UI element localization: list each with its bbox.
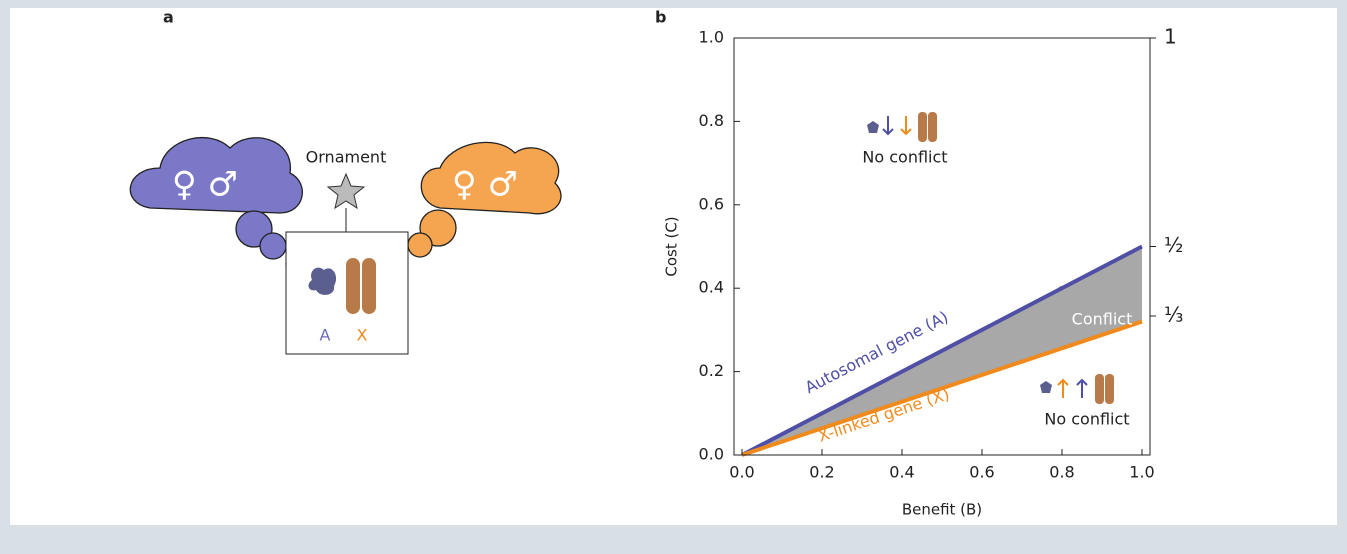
ornament-label: Ornament bbox=[306, 148, 387, 167]
annotation: No conflict bbox=[862, 148, 947, 167]
gene-label: X bbox=[357, 326, 368, 345]
right-cloud bbox=[387, 141, 562, 275]
panel-label: a bbox=[163, 8, 174, 27]
star bbox=[326, 172, 366, 210]
x-tick-label: 0.8 bbox=[1049, 463, 1074, 482]
x-tick-label: 0.4 bbox=[889, 463, 914, 482]
y-tick-label: 0.0 bbox=[699, 445, 724, 464]
cloud-symbols: ♀ ♂ bbox=[172, 165, 238, 205]
y2-tick-label: ⅓ bbox=[1164, 303, 1183, 327]
y-tick-label: 0.2 bbox=[699, 361, 724, 380]
series-line bbox=[741, 244, 1143, 457]
y-tick-label: 0.4 bbox=[699, 278, 724, 297]
y-tick-label: 0.6 bbox=[699, 194, 724, 213]
x-tick-label: 0.0 bbox=[729, 463, 754, 482]
autosome bbox=[308, 267, 337, 295]
series-line bbox=[741, 319, 1143, 457]
cloud-symbols: ♀ ♂ bbox=[452, 165, 518, 205]
y2-tick-label: 1 bbox=[1164, 25, 1177, 49]
x-tick-label: 0.6 bbox=[969, 463, 994, 482]
x-chromosome bbox=[346, 258, 376, 314]
figure: a ♀ ♂ ♀ ♂ Ornament A X b 0.0 0.2 0.4 0.6 0.8… bbox=[129, 8, 1183, 519]
y2-tick-label: ½ bbox=[1164, 233, 1183, 257]
left-cloud bbox=[129, 136, 305, 274]
annotation: No conflict bbox=[1044, 410, 1129, 429]
y-axis-label: Cost (C) bbox=[663, 216, 681, 276]
annotation: Conflict bbox=[1072, 310, 1133, 329]
x-tick-label: 1.0 bbox=[1129, 463, 1154, 482]
y-tick-label: 0.8 bbox=[699, 111, 724, 130]
panel-label: b bbox=[655, 8, 666, 27]
x-tick-label: 0.2 bbox=[809, 463, 834, 482]
y-tick-label: 1.0 bbox=[699, 28, 724, 47]
gene-label: A bbox=[320, 326, 331, 345]
x-axis-label: Benefit (B) bbox=[902, 501, 982, 519]
figure-panel: a ♀ ♂ ♀ ♂ Ornament A X b 0.0 0.2 0.4 0.6 0.8… bbox=[10, 8, 1337, 525]
